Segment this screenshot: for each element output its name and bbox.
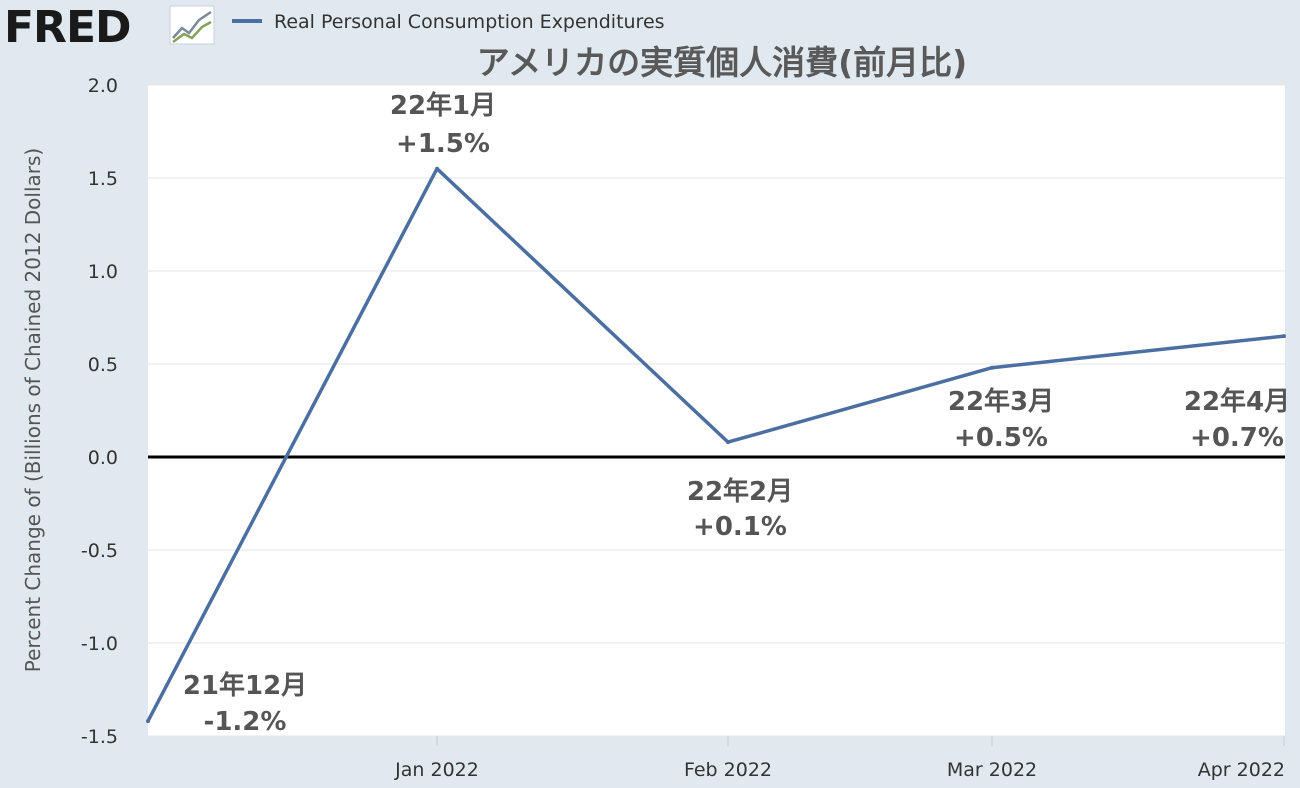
y-tick-label: 0.0 xyxy=(88,447,118,469)
data-point[interactable] xyxy=(990,365,994,370)
y-tick-label: -1.0 xyxy=(81,633,118,655)
annotation-value: +1.5% xyxy=(396,129,490,159)
x-tick-label: Mar 2022 xyxy=(947,759,1037,781)
data-point[interactable] xyxy=(435,166,439,171)
y-axis-ticks: -1.5 -1.0 -0.5 0.0 0.5 1.0 1.5 2.0 xyxy=(81,75,118,748)
annotation-value: +0.5% xyxy=(954,423,1048,453)
annotation-label: 22年4月 +0.7% xyxy=(1184,386,1290,453)
plot-area xyxy=(148,85,1285,736)
annotation-label: 22年1月 +1.5% xyxy=(390,90,496,159)
y-tick-label: 1.0 xyxy=(88,261,118,283)
annotation-value: +0.7% xyxy=(1190,423,1284,453)
y-tick-label: 2.0 xyxy=(88,75,118,97)
annotation-label: 21年12月 -1.2% xyxy=(183,670,307,737)
annotation-month: 22年2月 xyxy=(687,476,793,507)
annotation-value: -1.2% xyxy=(204,707,287,737)
fred-logo-text: FRED xyxy=(4,2,131,53)
x-tick-label: Feb 2022 xyxy=(684,759,772,781)
y-tick-label: -0.5 xyxy=(81,540,118,562)
annotation-value: +0.1% xyxy=(693,512,787,542)
fred-logo[interactable]: FRED xyxy=(4,2,215,53)
annotations: 21年12月 -1.2% 22年1月 +1.5% 22年2月 +0.1% 22年3月 +0.5… xyxy=(183,90,1290,737)
annotation-month: 22年1月 xyxy=(390,90,496,121)
x-axis-ticks: Jan 2022 Feb 2022 Mar 2022 Apr 2022 xyxy=(394,736,1285,781)
annotation-label: 22年3月 +0.5% xyxy=(948,386,1054,453)
annotation-month: 21年12月 xyxy=(183,670,307,701)
y-tick-label: 0.5 xyxy=(88,354,118,376)
chart-title: アメリカの実質個人消費(前月比) xyxy=(477,43,968,82)
annotation-label: 22年2月 +0.1% xyxy=(687,476,793,542)
legend[interactable]: Real Personal Consumption Expenditures xyxy=(232,11,665,33)
legend-label: Real Personal Consumption Expenditures xyxy=(274,11,665,33)
series-group xyxy=(146,166,1286,724)
y-tick-label: 1.5 xyxy=(88,168,118,190)
data-point[interactable] xyxy=(146,719,150,724)
annotation-month: 22年4月 xyxy=(1184,386,1290,417)
x-tick-label: Jan 2022 xyxy=(394,759,479,781)
data-point[interactable] xyxy=(1282,334,1286,339)
y-axis-label: Percent Change of (Billions of Chained 2… xyxy=(21,148,45,672)
fred-chart-line-icon xyxy=(169,5,215,45)
y-tick-label: -1.5 xyxy=(81,726,118,748)
x-tick-label: Apr 2022 xyxy=(1198,759,1285,781)
annotation-month: 22年3月 xyxy=(948,386,1054,417)
data-point[interactable] xyxy=(726,440,730,445)
